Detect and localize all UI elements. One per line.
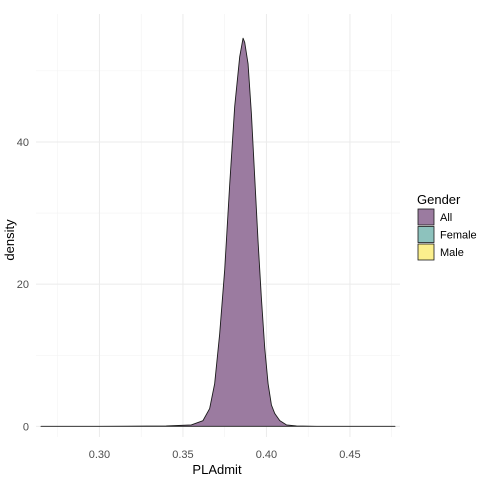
legend-label-all: All	[440, 212, 452, 224]
x-tick-label: 0.45	[339, 449, 360, 461]
density-series	[40, 37, 396, 427]
x-axis-title: PLAdmit	[192, 462, 242, 477]
legend: Gender All Female Male	[417, 192, 477, 261]
y-tick-label: 20	[17, 279, 29, 291]
y-axis-ticks: 0 20 40	[17, 137, 29, 433]
y-tick-label: 0	[23, 421, 29, 433]
legend-label-male: Male	[440, 247, 464, 259]
legend-key-all	[417, 208, 435, 226]
x-axis-ticks: 0.30 0.35 0.40 0.45	[89, 449, 361, 461]
y-axis-title: density	[2, 219, 17, 261]
x-tick-label: 0.30	[89, 449, 110, 461]
y-tick-label: 40	[17, 137, 29, 149]
x-tick-label: 0.35	[172, 449, 193, 461]
legend-key-male	[417, 243, 435, 261]
density-area-all	[40, 37, 396, 427]
legend-label-female: Female	[440, 230, 477, 242]
legend-title: Gender	[417, 192, 461, 207]
legend-key-female	[417, 226, 435, 243]
x-tick-label: 0.40	[256, 449, 277, 461]
